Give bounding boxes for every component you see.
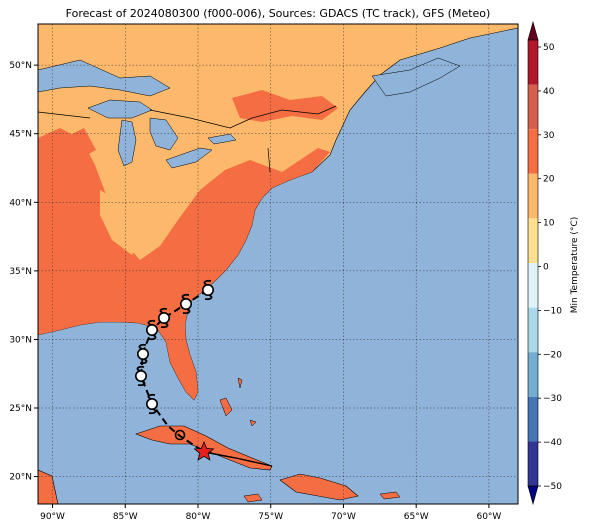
colorbar-segment [528, 352, 538, 397]
lat-tick-label: 40°N [9, 198, 32, 208]
colorbar-segment [528, 173, 538, 219]
colorbar-tick-label: 10 [543, 219, 555, 229]
border-lines [38, 105, 337, 173]
colorbar-tick-label: 40 [543, 87, 555, 97]
track-position-marker [174, 429, 186, 441]
map-title: Forecast of 2024080300 (f000-006), Sourc… [65, 7, 491, 20]
puerto-rico [379, 491, 401, 500]
colorbar-tick-label: 30 [543, 131, 555, 141]
colorbar-tick-label: −20 [543, 350, 562, 360]
colorbar-tick-label: −30 [543, 394, 562, 404]
map-axes: 90°W 85°W 80°W 75°W 70°W 65°W 60°W 50°N 45°N 40°N… [9, 61, 501, 522]
colorbar-segment [528, 129, 538, 174]
warm-land-patch-north [232, 90, 338, 122]
colorbar-tick-label: −10 [543, 306, 562, 316]
map-panel [38, 24, 518, 504]
colorbar-tick-label: 50 [543, 43, 555, 53]
tropical-cyclone-icon [146, 319, 158, 341]
lat-tick-label: 35°N [9, 267, 32, 277]
graticule [38, 24, 518, 504]
colorbar-segment [528, 218, 538, 263]
lake-superior [87, 99, 153, 119]
tropical-cyclone-icon [202, 279, 214, 301]
lat-tick-label: 25°N [9, 404, 32, 414]
lon-tick-label: 75°W [258, 512, 283, 522]
red-star-icon [193, 440, 215, 461]
warm-land-patch-west [60, 128, 96, 160]
tropical-cyclone-icon [180, 293, 192, 315]
lat-tick-label: 50°N [9, 61, 32, 71]
tropical-cyclone-icon [137, 343, 149, 365]
tropical-cyclone-icon [146, 393, 158, 415]
colorbar-segment [528, 40, 538, 85]
colorbar-label: Min Temperature (°C) [570, 217, 580, 314]
lat-tick-label: 45°N [9, 130, 32, 140]
tc-symbols [135, 279, 214, 441]
colorbar-tick-label: −40 [543, 438, 562, 448]
map-frame [37, 23, 519, 505]
yucatan [38, 469, 59, 504]
colorbar: 50 40 30 20 10 0 −10 −20 −30 −40 −50 [527, 20, 562, 506]
tropical-cyclone-icon [135, 365, 147, 387]
lat-tick-label: 20°N [9, 473, 32, 483]
lake-erie [165, 147, 213, 169]
colorbar-tick-label: 20 [543, 175, 555, 185]
colorbar-max-arrow [527, 20, 539, 41]
lake-michigan [117, 119, 137, 167]
hispaniola [279, 473, 359, 501]
lat-tick-label: 30°N [9, 335, 32, 345]
colorbar-min-arrow [527, 485, 539, 506]
northern-water [38, 59, 171, 97]
lon-tick-label: 65°W [404, 512, 429, 522]
colorbar-segment [528, 441, 538, 486]
bahamas [219, 377, 257, 427]
cool-land-pocket [100, 190, 140, 255]
colorbar-frame [527, 39, 539, 487]
lon-tick-label: 60°W [476, 512, 501, 522]
lon-tick-label: 90°W [40, 512, 65, 522]
jamaica [243, 493, 263, 503]
colorbar-segment [528, 84, 538, 130]
colorbar-tick-label: −50 [543, 482, 562, 492]
lon-tick-label: 85°W [113, 512, 138, 522]
lake-huron [149, 117, 179, 151]
tropical-cyclone-icon [158, 307, 170, 329]
warm-land-band [38, 128, 330, 400]
tc-track-forecast-line [203, 451, 273, 467]
colorbar-segment [528, 396, 538, 442]
colorbar-segment [528, 263, 538, 308]
colorbar-segment [528, 307, 538, 353]
lake-ontario [207, 133, 237, 145]
lon-tick-label: 70°W [331, 512, 356, 522]
lon-tick-label: 80°W [186, 512, 211, 522]
colorbar-tick-label: 0 [543, 263, 549, 273]
